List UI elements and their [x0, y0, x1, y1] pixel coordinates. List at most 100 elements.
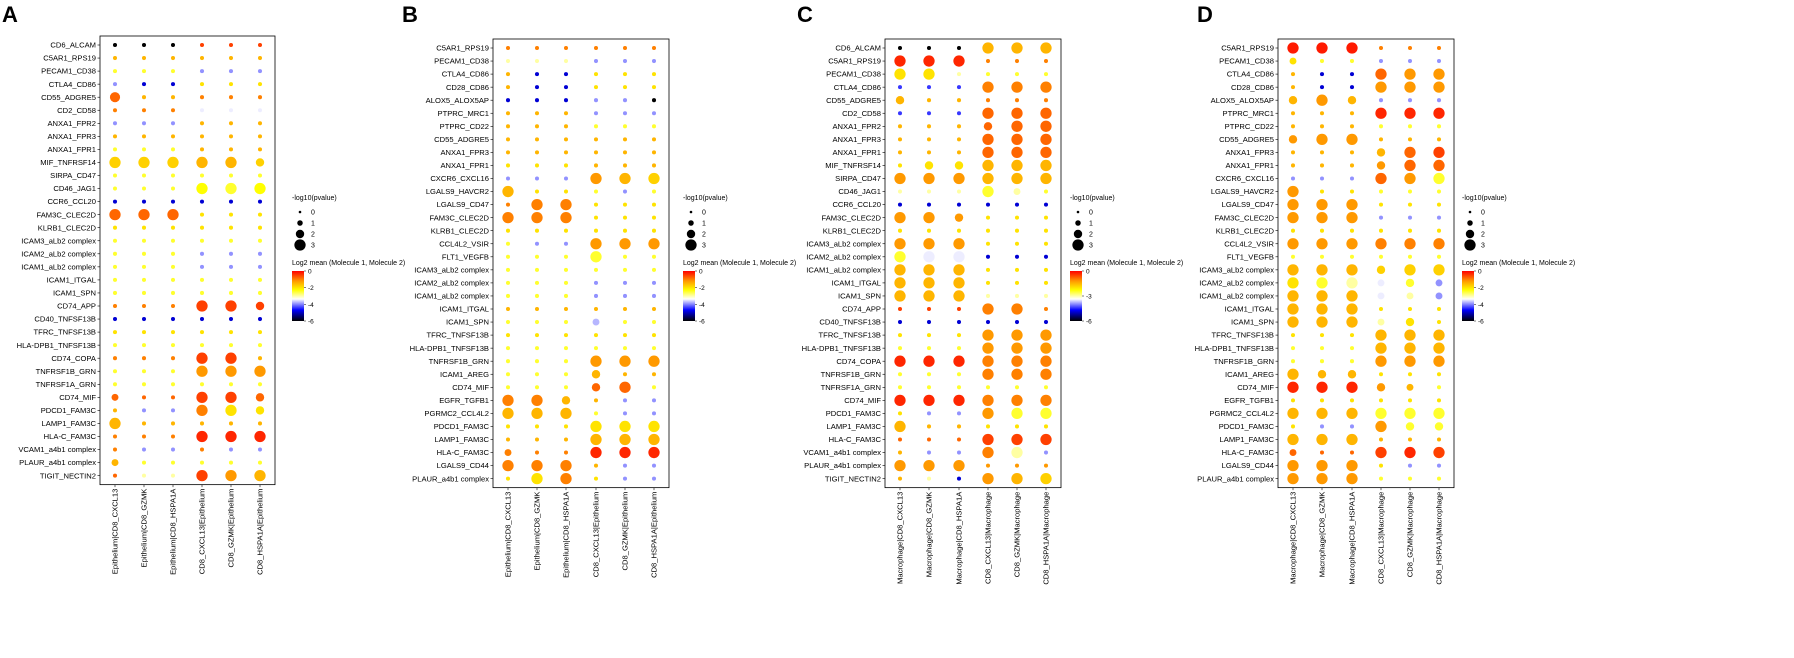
dot-marker [926, 137, 932, 142]
colorbar-tick-label: -6 [1478, 319, 1484, 326]
colorbar-tick-label: -2 [1478, 285, 1484, 292]
colorbar-tick-label: -4 [308, 302, 314, 309]
dot-marker [170, 382, 176, 387]
dot-marker [199, 95, 205, 100]
row-label: ALOX5_ALOX5AP [426, 96, 489, 105]
row-label: TNFRSF1B_GRN [821, 370, 881, 379]
dot-marker [534, 293, 540, 298]
dot-marker [560, 212, 572, 224]
row-label: LGALS9_CD47 [1222, 200, 1274, 209]
dot-marker [228, 330, 234, 335]
size-legend-dot [689, 210, 693, 214]
dot-marker [1287, 212, 1299, 224]
dot-marker [1377, 292, 1385, 300]
dot-marker [590, 238, 602, 250]
dot-marker [1040, 368, 1052, 380]
row-label: ICAM2_aLb2 complex [414, 279, 489, 288]
dot-marker [956, 437, 962, 442]
dot-marker [141, 42, 147, 48]
dot-marker [141, 121, 147, 126]
row-label: TFRC_TNFSF13B [34, 328, 96, 337]
dot-marker [1346, 303, 1358, 315]
dot-marker [225, 391, 237, 403]
dot-marker [1375, 68, 1387, 80]
dot-marker [199, 460, 205, 465]
dot-marker [1378, 254, 1384, 259]
dot-marker [1011, 329, 1023, 341]
dot-marker [534, 241, 540, 246]
dot-marker [141, 108, 147, 113]
dot-marker [1349, 163, 1355, 168]
dot-marker [1404, 446, 1416, 459]
dot-marker [228, 290, 234, 295]
column-label: Macrophage|CD8_CXCL13 [896, 492, 905, 584]
dot-marker [1435, 279, 1443, 287]
dot-marker [1316, 290, 1328, 302]
dot-marker [531, 394, 543, 406]
dot-marker [1316, 407, 1328, 420]
dot-marker [1043, 254, 1049, 259]
dot-marker [1376, 383, 1386, 392]
dot-marker [923, 290, 935, 302]
dot-marker [196, 352, 208, 364]
dot-marker [926, 85, 932, 90]
dot-marker [622, 124, 628, 129]
panel-letter: A [2, 2, 18, 27]
dot-marker [1434, 422, 1444, 431]
dot-marker [1014, 202, 1020, 207]
dot-marker [1043, 189, 1049, 194]
row-label: ICAM1_ITGAL [440, 305, 489, 314]
dot-marker [651, 202, 657, 207]
dot-marker [257, 238, 263, 243]
dot-marker [953, 264, 965, 276]
column-label: Epithelium|CD8_HSPA1A [169, 488, 178, 575]
dot-marker [1290, 163, 1296, 168]
dot-marker [651, 320, 657, 325]
dot-marker [1290, 333, 1296, 338]
dot-marker [926, 450, 932, 455]
dot-marker [534, 280, 540, 285]
dot-marker [651, 150, 657, 155]
dot-marker [112, 238, 118, 243]
dot-marker [1436, 437, 1442, 442]
dot-marker [111, 459, 119, 467]
row-label: FLT1_VEGFB [1227, 252, 1274, 261]
color-legend: Log2 mean (Molecule 1, Molecule 2) 0 -2 -4 -… [292, 260, 405, 326]
dot-marker [953, 277, 965, 289]
row-label: TFRC_TNFSF13B [1212, 331, 1274, 340]
size-legend-label: 1 [702, 221, 706, 228]
dot-marker [1043, 280, 1049, 285]
dot-marker [112, 121, 118, 126]
dot-marker [985, 215, 991, 220]
dot-marker [505, 254, 511, 259]
dot-marker [1319, 150, 1325, 155]
dot-marker [1407, 189, 1413, 194]
dot-marker [1043, 215, 1049, 220]
dot-marker [228, 447, 234, 452]
dot-marker [112, 134, 118, 139]
dot-marker [112, 225, 118, 230]
colorbar-tick-label: 0 [308, 269, 312, 276]
dot-marker [141, 434, 147, 439]
dot-marker [563, 137, 569, 142]
row-label: CTLA4_CD86 [49, 80, 96, 89]
dot-marker [982, 159, 994, 172]
row-label: CD2_CD58 [57, 106, 96, 115]
color-legend: Log2 mean (Molecule 1, Molecule 2) 0 -2 -4 -… [1462, 260, 1575, 326]
dot-marker [1433, 81, 1445, 93]
dot-marker [255, 301, 265, 311]
row-label: PTPRC_CD22 [440, 122, 489, 131]
dot-marker [199, 277, 205, 282]
row-label: C5AR1_RPS19 [828, 57, 881, 66]
dot-marker [170, 447, 176, 452]
dot-marker [199, 134, 205, 139]
row-label: MIF_TNFRSF14 [40, 158, 96, 167]
dot-marker [1040, 133, 1052, 146]
dot-marker [982, 446, 994, 459]
dot-marker [1040, 146, 1052, 159]
dot-marker [1043, 424, 1049, 429]
dot-marker [1349, 359, 1355, 364]
dot-marker [1407, 124, 1413, 129]
dot-marker [1319, 163, 1325, 168]
dot-marker [1287, 473, 1299, 485]
